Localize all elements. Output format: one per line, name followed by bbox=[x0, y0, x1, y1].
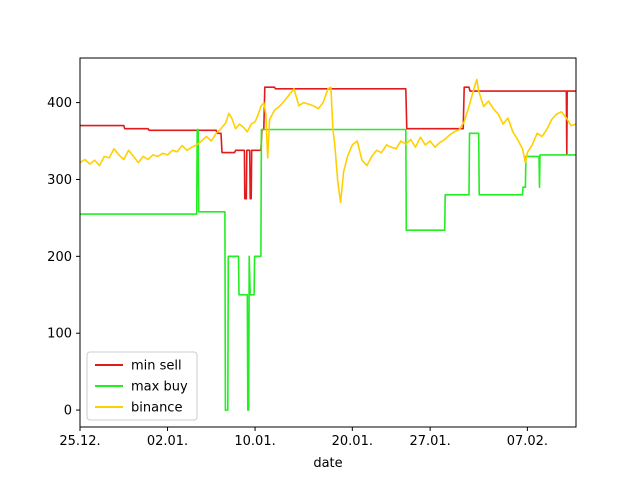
series-line-max-buy bbox=[80, 128, 576, 411]
y-tick-label: 100 bbox=[47, 327, 72, 342]
plot-frame bbox=[79, 57, 577, 428]
x-axis: 25.12. 02.01. 10.01. 20.01. 27.01. 07.02. bbox=[59, 427, 548, 449]
y-tick-label: 400 bbox=[47, 96, 72, 111]
y-axis: 0 100 200 300 400 bbox=[47, 96, 80, 419]
y-tick-label: 0 bbox=[64, 404, 72, 419]
legend-label: binance bbox=[131, 401, 182, 416]
x-tick-label: 02.01. bbox=[147, 434, 188, 449]
x-tick-label: 25.12. bbox=[59, 434, 100, 449]
legend-box bbox=[86, 351, 198, 421]
legend-label: max buy bbox=[131, 380, 188, 395]
x-axis-label: date bbox=[313, 456, 342, 471]
x-tick-label: 20.01. bbox=[332, 434, 373, 449]
y-tick-label: 200 bbox=[47, 250, 72, 265]
legend: min sell max buy binance bbox=[86, 351, 198, 421]
y-tick-label: 300 bbox=[47, 173, 72, 188]
legend-label: min sell bbox=[131, 359, 182, 374]
x-tick-label: 27.01. bbox=[409, 434, 450, 449]
x-tick-label: 07.02. bbox=[507, 434, 548, 449]
x-tick-label: 10.01. bbox=[234, 434, 275, 449]
series-line-binance bbox=[80, 78, 576, 204]
